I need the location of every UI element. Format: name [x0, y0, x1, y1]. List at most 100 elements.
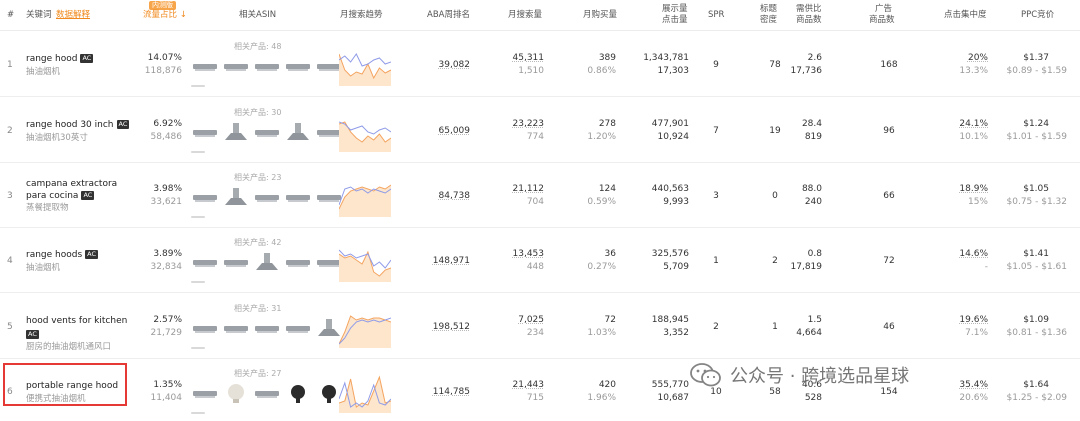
keyword-cell[interactable]: hood vents for kitchen AC	[26, 315, 132, 341]
click-concentration[interactable]: 19.6%	[959, 315, 988, 325]
header-related-asin[interactable]: 相关ASIN	[239, 10, 277, 20]
monthly-search[interactable]: 7,025	[518, 315, 544, 325]
product-thumbnail[interactable]	[253, 252, 281, 272]
product-thumbnail[interactable]	[315, 187, 343, 207]
product-thumbnail[interactable]	[191, 318, 219, 338]
click-concentration[interactable]: 18.9%	[959, 184, 988, 194]
header-click-concentration[interactable]: 点击集中度	[944, 10, 987, 20]
related-products-count[interactable]: 相关产品: 48	[234, 42, 282, 51]
spr-value: 1	[713, 256, 719, 266]
related-products-count[interactable]: 相关产品: 31	[234, 304, 282, 313]
product-thumbnail[interactable]	[253, 383, 281, 403]
product-thumbnail[interactable]	[253, 318, 281, 338]
keyword-text[interactable]: range hoods	[26, 250, 83, 260]
monthly-search[interactable]: 45,311	[512, 53, 545, 63]
product-thumbnail[interactable]	[315, 252, 343, 272]
product-thumbnail[interactable]	[284, 122, 312, 142]
keyword-cell[interactable]: portable range hood	[26, 380, 132, 392]
header-ad-products-1[interactable]: 广告	[875, 4, 893, 14]
monthly-search[interactable]: 23,223	[512, 119, 545, 129]
product-thumbnail[interactable]	[191, 187, 219, 207]
keyword-text[interactable]: campana extractora para cocina	[26, 179, 118, 201]
product-thumbnail[interactable]	[253, 187, 281, 207]
keyword-cell[interactable]: campana extractora para cocina AC	[26, 178, 132, 202]
header-clicks[interactable]: 点击量	[662, 15, 688, 25]
header-title-density-1[interactable]: 标题	[760, 4, 778, 14]
header-traffic-share[interactable]: 流量占比 ↓	[143, 10, 187, 21]
product-thumbnail[interactable]	[222, 252, 250, 272]
keyword-cell[interactable]: range hood 30 inch AC	[26, 119, 132, 131]
keyword-cell[interactable]: range hood AC	[26, 53, 132, 65]
click-concentration[interactable]: 24.1%	[959, 119, 988, 129]
monthly-purchase: 389	[598, 53, 616, 63]
keyword-text[interactable]: range hood 30 inch	[26, 120, 114, 130]
product-thumbnail[interactable]	[315, 318, 343, 338]
related-products-count[interactable]: 相关产品: 27	[234, 369, 282, 378]
header-supply-demand-1[interactable]: 需供比	[796, 4, 822, 14]
table-row[interactable]: 1 range hood AC 抽油烟机 14.07% 118,876 相关产品: 48 39…	[0, 32, 1080, 97]
header-ppc-bid[interactable]: PPC竞价	[1021, 10, 1055, 20]
impressions: 1,343,781	[643, 53, 689, 63]
table-row[interactable]: 3 campana extractora para cocina AC 蒸餐提取物 3.…	[0, 163, 1080, 228]
product-thumbnail[interactable]	[315, 122, 343, 142]
product-thumbnail[interactable]	[253, 122, 281, 142]
monthly-search[interactable]: 13,453	[512, 249, 545, 259]
header-keyword[interactable]: 关键词	[26, 10, 52, 20]
aba-rank[interactable]: 198,512	[432, 322, 470, 332]
header-monthly-trend[interactable]: 月搜索趋势	[340, 10, 383, 20]
product-thumbnail[interactable]	[222, 318, 250, 338]
thumbnail-scrollbar[interactable]	[191, 151, 205, 153]
table-row[interactable]: 5 hood vents for kitchen AC 厨房的抽油烟机通风口 2.57%…	[0, 294, 1080, 359]
product-thumbnail[interactable]	[191, 122, 219, 142]
aba-rank[interactable]: 39,082	[438, 60, 471, 70]
thumbnail-scrollbar[interactable]	[191, 85, 205, 87]
thumbnail-scrollbar[interactable]	[191, 281, 205, 283]
aba-rank[interactable]: 148,971	[432, 256, 470, 266]
monthly-search[interactable]: 21,112	[512, 184, 545, 194]
product-thumbnail[interactable]	[253, 56, 281, 76]
aba-rank[interactable]: 65,009	[438, 126, 471, 136]
aba-rank[interactable]: 84,738	[438, 191, 471, 201]
product-thumbnail[interactable]	[222, 383, 250, 403]
thumbnail-scrollbar[interactable]	[191, 347, 205, 349]
related-products-count[interactable]: 相关产品: 42	[234, 238, 282, 247]
table-row[interactable]: 2 range hood 30 inch AC 抽油烟机30英寸 6.92% 58,486…	[0, 98, 1080, 163]
thumbnail-scrollbar[interactable]	[191, 216, 205, 218]
ppc-bid: $1.05	[1023, 184, 1049, 194]
related-products-count[interactable]: 相关产品: 30	[234, 108, 282, 117]
product-thumbnail[interactable]	[284, 318, 312, 338]
click-concentration[interactable]: 20%	[967, 53, 988, 63]
thumbnail-scrollbar[interactable]	[191, 412, 205, 414]
header-monthly-purchase[interactable]: 月购买量	[583, 10, 618, 20]
product-thumbnail[interactable]	[222, 56, 250, 76]
sort-down-icon[interactable]: ↓	[177, 10, 187, 20]
header-spr[interactable]: SPR	[708, 10, 725, 20]
aba-rank[interactable]: 114,785	[432, 387, 470, 397]
product-thumbnail[interactable]	[191, 56, 219, 76]
product-thumbnail[interactable]	[284, 383, 312, 403]
keyword-text[interactable]: range hood	[26, 54, 78, 64]
click-concentration[interactable]: 14.6%	[959, 249, 988, 259]
product-thumbnail[interactable]	[315, 56, 343, 76]
header-impressions[interactable]: 展示量	[662, 4, 688, 14]
table-row[interactable]: 4 range hoods AC 抽油烟机 3.89% 32,834 相关产品: 42 148…	[0, 228, 1080, 293]
header-monthly-search[interactable]: 月搜索量	[508, 10, 543, 20]
product-thumbnail[interactable]	[222, 122, 250, 142]
ad-products: 66	[883, 191, 895, 201]
table-row[interactable]: 6 portable range hood 便携式抽油烟机 1.35% 11,404 相关…	[0, 359, 1080, 421]
product-thumbnail[interactable]	[315, 383, 343, 403]
product-thumbnail[interactable]	[284, 252, 312, 272]
click-concentration[interactable]: 35.4%	[959, 380, 988, 390]
product-thumbnail[interactable]	[222, 187, 250, 207]
keyword-text[interactable]: hood vents for kitchen	[26, 316, 128, 326]
product-thumbnail[interactable]	[284, 56, 312, 76]
related-products-count[interactable]: 相关产品: 23	[234, 173, 282, 182]
keyword-text[interactable]: portable range hood	[26, 381, 119, 391]
product-thumbnail[interactable]	[284, 187, 312, 207]
product-thumbnail[interactable]	[191, 383, 219, 403]
header-aba-rank[interactable]: ABA周排名	[427, 10, 470, 20]
monthly-search[interactable]: 21,443	[512, 380, 545, 390]
product-thumbnail[interactable]	[191, 252, 219, 272]
keyword-cell[interactable]: range hoods AC	[26, 249, 132, 261]
header-keyword-explain-link[interactable]: 数据解释	[56, 10, 91, 20]
